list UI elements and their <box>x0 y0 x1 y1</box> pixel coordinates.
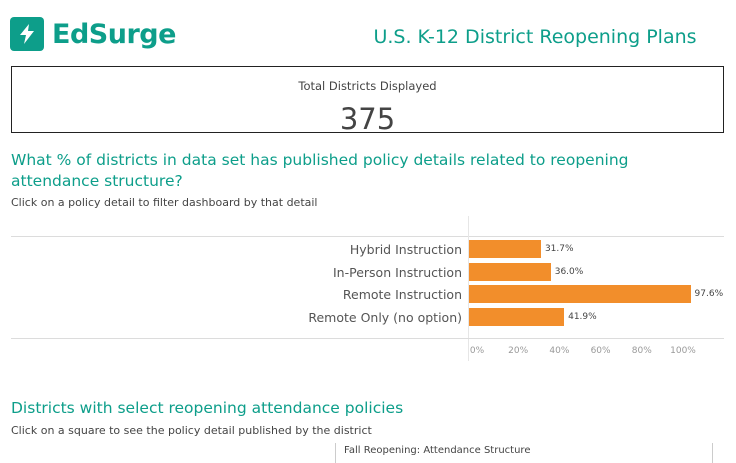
attendance-structure-header: Fall Reopening: Attendance Structure <box>344 445 531 456</box>
bar-label[interactable]: Remote Only (no option) <box>308 309 462 325</box>
x-tick-label: 60% <box>590 346 611 356</box>
x-tick-label: 80% <box>631 346 652 356</box>
bar-value-label: 97.6% <box>694 289 724 299</box>
x-tick-label: 100% <box>670 346 696 356</box>
lightning-bolt-icon <box>10 17 44 51</box>
bar-value-label: 36.0% <box>554 266 584 277</box>
bar-label[interactable]: Hybrid Instruction <box>349 242 462 257</box>
total-districts-card: Total Districts Displayed 375 <box>11 66 724 136</box>
bar[interactable] <box>469 307 565 326</box>
chart-axis-line <box>468 216 469 361</box>
attendance-structure-panel <box>335 443 713 463</box>
section2-title: Districts with select reopening attendan… <box>11 399 404 417</box>
brand-name: EdSurge <box>52 18 176 50</box>
bar-label[interactable]: Remote Instruction <box>342 287 462 302</box>
page-title: U.S. K-12 District Reopening Plans <box>373 26 697 48</box>
kpi-value: 375 <box>339 102 396 136</box>
edsurge-logo[interactable]: EdSurge <box>10 17 176 51</box>
bar[interactable] <box>469 240 541 258</box>
kpi-label: Total Districts Displayed <box>298 79 437 93</box>
bar[interactable] <box>469 262 551 281</box>
section1-subtitle: Click on a policy detail to filter dashb… <box>11 196 318 209</box>
bar-value-label: 41.9% <box>568 311 597 322</box>
chart-top-rule <box>11 236 724 237</box>
bar[interactable] <box>469 285 691 303</box>
bar-label[interactable]: In-Person Instruction <box>333 264 462 280</box>
x-tick-label: 0% <box>469 346 485 356</box>
bar-value-label: 31.7% <box>544 244 574 254</box>
section1-title: What % of districts in data set has publ… <box>11 151 629 190</box>
section2-subtitle: Click on a square to see the policy deta… <box>11 424 372 437</box>
x-tick-label: 20% <box>508 346 529 356</box>
chart-bottom-rule <box>11 338 724 339</box>
x-tick-label: 40% <box>549 346 570 356</box>
